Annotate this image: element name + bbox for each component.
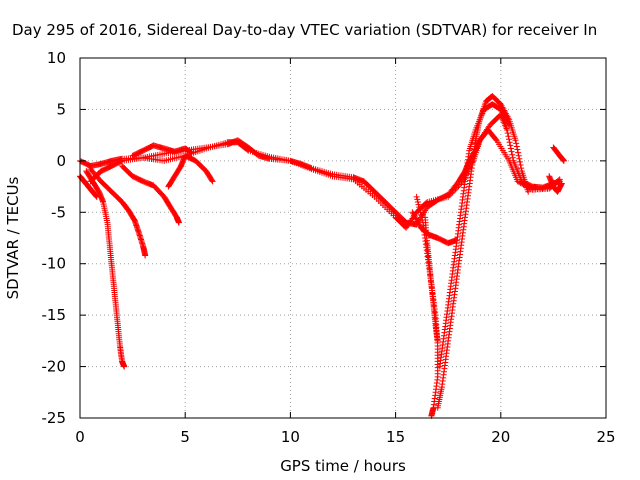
y-tick-label: 10 bbox=[47, 49, 66, 67]
data-point bbox=[507, 145, 514, 152]
series-track-dip-6 bbox=[434, 93, 532, 411]
data-point bbox=[506, 136, 512, 143]
series-track-dip-3 bbox=[119, 163, 182, 226]
data-point bbox=[512, 137, 519, 144]
data-point bbox=[209, 178, 216, 185]
x-tick-label: 0 bbox=[75, 428, 85, 446]
series-track-tail-3 bbox=[550, 144, 567, 164]
data-marks bbox=[77, 93, 567, 419]
x-tick-label: 20 bbox=[491, 428, 510, 446]
series-track-loop bbox=[165, 152, 216, 190]
data-point bbox=[515, 149, 522, 156]
plot-frame bbox=[79, 57, 607, 419]
y-tick-label: 5 bbox=[56, 100, 66, 118]
series-track-dip-1 bbox=[83, 168, 128, 370]
data-point bbox=[556, 176, 563, 183]
grid bbox=[80, 58, 606, 418]
data-point bbox=[509, 154, 516, 161]
data-point bbox=[121, 363, 128, 370]
data-point bbox=[517, 162, 524, 168]
data-point bbox=[506, 139, 513, 146]
y-tick-label: -25 bbox=[42, 409, 67, 427]
data-point bbox=[453, 237, 460, 244]
x-tick-label: 10 bbox=[281, 428, 300, 446]
data-point bbox=[516, 155, 523, 162]
data-point bbox=[560, 157, 567, 164]
data-point bbox=[506, 121, 513, 128]
series-track-dip-7 bbox=[436, 101, 513, 370]
series-track-secondary bbox=[87, 127, 563, 231]
data-point bbox=[518, 165, 525, 172]
data-point bbox=[509, 151, 516, 158]
data-point bbox=[93, 193, 100, 200]
y-axis-label: SDTVAR / TECUs bbox=[4, 176, 22, 299]
series-track-upper bbox=[129, 142, 195, 159]
data-point bbox=[508, 148, 515, 155]
series-track-dip-5 bbox=[422, 214, 441, 344]
data-point bbox=[555, 177, 562, 184]
data-point bbox=[505, 133, 512, 140]
data-point bbox=[414, 196, 421, 203]
data-point bbox=[507, 142, 514, 149]
data-point bbox=[423, 200, 430, 206]
y-tick-label: -5 bbox=[51, 203, 66, 221]
data-point bbox=[416, 206, 423, 213]
x-tick-label: 15 bbox=[386, 428, 405, 446]
y-tick-label: -20 bbox=[42, 358, 67, 376]
y-tick-label: 0 bbox=[56, 152, 66, 170]
x-tick-label: 25 bbox=[596, 428, 615, 446]
data-point bbox=[513, 140, 520, 147]
data-point bbox=[188, 149, 195, 156]
data-point bbox=[504, 130, 511, 137]
data-point bbox=[208, 177, 215, 184]
data-point bbox=[434, 337, 441, 344]
data-point bbox=[504, 127, 511, 133]
data-point bbox=[516, 158, 523, 165]
data-point bbox=[414, 199, 421, 205]
series-track-tail-2 bbox=[546, 173, 565, 195]
axis-ticks: 0 5 10 15 20 25 10 5 0 -5 -10 -15 -20 -25 bbox=[42, 49, 616, 446]
y-tick-label: -15 bbox=[42, 306, 67, 324]
data-point bbox=[514, 146, 521, 153]
x-tick-label: 5 bbox=[180, 428, 190, 446]
data-point bbox=[142, 252, 149, 259]
data-point bbox=[515, 152, 522, 159]
series-track-tail-1 bbox=[409, 209, 460, 247]
data-point bbox=[525, 188, 532, 195]
data-point bbox=[416, 204, 423, 211]
x-axis-label: GPS time / hours bbox=[280, 457, 406, 475]
data-point bbox=[417, 209, 424, 216]
data-point bbox=[558, 180, 565, 187]
data-point bbox=[175, 219, 182, 226]
series-track-dip-2 bbox=[87, 166, 149, 259]
chart-title: Day 295 of 2016, Sidereal Day-to-day VTE… bbox=[12, 21, 597, 39]
data-point bbox=[513, 143, 520, 150]
y-tick-label: -10 bbox=[42, 255, 67, 273]
data-point bbox=[244, 146, 251, 153]
